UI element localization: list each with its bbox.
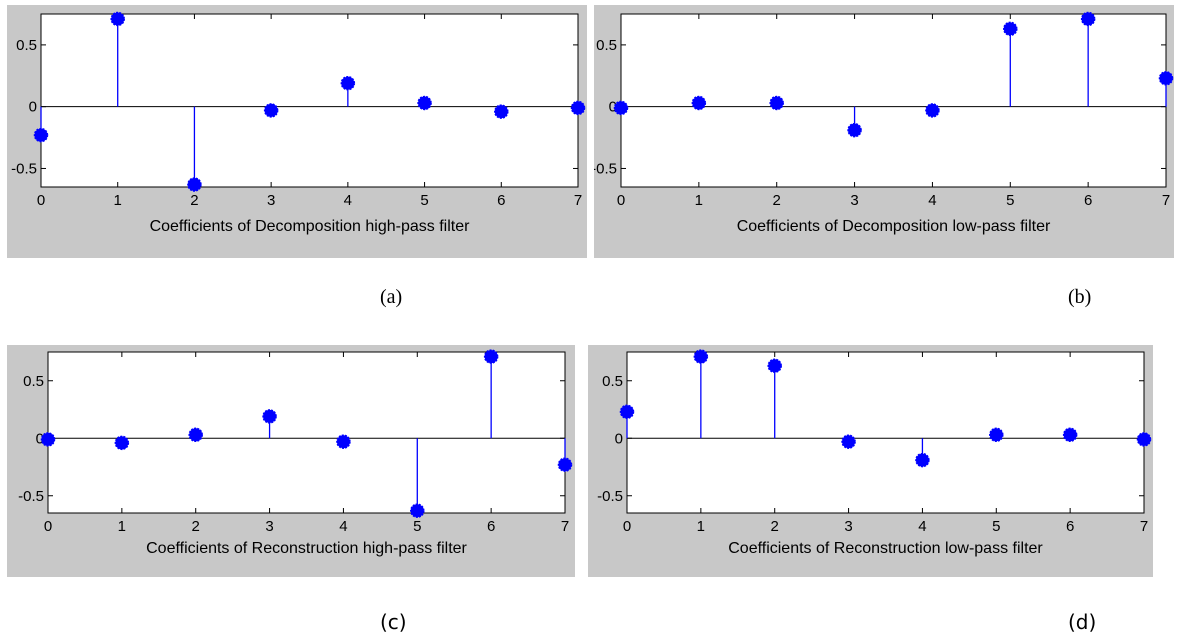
x-tick-label: 6 xyxy=(1084,192,1092,209)
x-tick-label: 6 xyxy=(497,192,505,209)
x-tick-label: 7 xyxy=(1140,518,1148,535)
x-axis-label: Coefficients of Reconstruction low-pass … xyxy=(728,540,1043,557)
stem-marker xyxy=(557,457,573,472)
x-tick-label: 5 xyxy=(420,192,428,209)
x-tick-label: 3 xyxy=(265,518,273,535)
x-tick-label: 7 xyxy=(561,518,569,535)
plot-area xyxy=(47,351,566,514)
stem-marker xyxy=(1158,71,1174,86)
stem-marker xyxy=(110,11,125,27)
caption-a: (a) xyxy=(380,286,403,308)
caption-b: (b) xyxy=(1068,286,1092,308)
y-tick-label: 0.5 xyxy=(16,37,37,54)
y-tick-label: 0.5 xyxy=(602,373,623,390)
x-tick-label: 7 xyxy=(1162,192,1170,209)
x-tick-label: 1 xyxy=(695,192,703,209)
stem-marker xyxy=(33,127,49,143)
y-tick-label: -0.5 xyxy=(11,160,37,177)
x-tick-label: 0 xyxy=(617,192,625,209)
x-tick-label: 4 xyxy=(339,518,347,535)
x-tick-label: 0 xyxy=(37,192,45,209)
stem-marker xyxy=(570,100,586,116)
y-tick-label: 0 xyxy=(36,430,44,447)
y-tick-label: 0 xyxy=(609,99,617,116)
stem-marker xyxy=(619,404,635,420)
x-tick-label: 2 xyxy=(190,192,198,209)
plot-area xyxy=(620,13,1167,188)
x-tick-label: 0 xyxy=(44,518,52,535)
y-tick-label: 0 xyxy=(29,99,37,116)
x-tick-label: 4 xyxy=(344,192,352,209)
x-tick-label: 5 xyxy=(992,518,1000,535)
stem-marker xyxy=(494,104,509,119)
stem-marker xyxy=(613,100,629,116)
x-tick-label: 1 xyxy=(697,518,705,535)
x-tick-label: 3 xyxy=(844,518,852,535)
x-axis-label: Coefficients of Decomposition high-pass … xyxy=(150,218,471,235)
y-tick-label: -0.5 xyxy=(18,488,44,505)
stem-marker xyxy=(1003,21,1018,37)
stem-marker xyxy=(262,409,277,424)
stem-marker xyxy=(691,95,707,111)
y-tick-label: 0.5 xyxy=(596,37,617,54)
stem-marker xyxy=(340,75,356,91)
chart-panel-a: 0.5 0 -0.5 0 1 2 3 4 5 6 7 Coefficients of Decompos… xyxy=(7,5,587,258)
stem-marker xyxy=(114,435,130,451)
y-tick-label: -0.5 xyxy=(597,488,623,505)
x-tick-label: 4 xyxy=(928,192,936,209)
x-axis-label: Coefficients of Reconstruction high-pass… xyxy=(146,540,467,557)
stem-marker xyxy=(693,349,709,364)
stem-marker xyxy=(40,432,56,447)
x-tick-label: 1 xyxy=(114,192,122,209)
x-tick-label: 3 xyxy=(267,192,275,209)
caption-c: (c) xyxy=(380,610,407,634)
stem-marker xyxy=(989,427,1004,443)
plot-area xyxy=(626,351,1145,514)
y-tick-label: 0 xyxy=(615,430,623,447)
caption-d: (d) xyxy=(1068,610,1097,634)
chart-panel-c: 0.5 0 -0.5 0 1 2 3 4 5 6 7 Coefficients of Reconstr… xyxy=(7,345,575,577)
x-tick-label: 2 xyxy=(773,192,781,209)
x-tick-label: 4 xyxy=(918,518,926,535)
stem-marker xyxy=(915,452,930,468)
stem-marker xyxy=(187,177,202,192)
stem-marker xyxy=(483,349,499,364)
x-tick-label: 2 xyxy=(771,518,779,535)
chart-panel-d: 0.5 0 -0.5 0 1 2 3 4 5 6 7 Coefficients of Reconstr… xyxy=(588,345,1153,577)
stem-marker xyxy=(336,434,351,449)
stem-marker xyxy=(263,103,279,118)
x-tick-label: 6 xyxy=(487,518,495,535)
x-tick-label: 1 xyxy=(118,518,126,535)
plot-area xyxy=(40,13,579,188)
stem-marker xyxy=(188,427,203,443)
stem-marker xyxy=(769,95,784,111)
x-tick-label: 5 xyxy=(413,518,421,535)
stem-marker xyxy=(925,103,940,118)
y-tick-label: 0.5 xyxy=(23,373,44,390)
y-tick-label: -0.5 xyxy=(594,160,617,177)
stem-marker xyxy=(847,122,862,138)
x-tick-label: 7 xyxy=(574,192,582,209)
stem-marker xyxy=(410,503,425,518)
stem-marker xyxy=(1136,432,1152,447)
x-tick-label: 6 xyxy=(1066,518,1074,535)
x-axis-label: Coefficients of Decomposition low-pass f… xyxy=(737,218,1051,235)
stem-marker xyxy=(1080,11,1096,27)
x-tick-label: 3 xyxy=(850,192,858,209)
stem-marker xyxy=(1062,427,1078,443)
stem-marker xyxy=(417,95,432,111)
x-tick-label: 2 xyxy=(192,518,200,535)
x-tick-label: 0 xyxy=(623,518,631,535)
stem-marker xyxy=(841,434,856,449)
x-tick-label: 5 xyxy=(1006,192,1014,209)
stem-marker xyxy=(767,358,782,374)
